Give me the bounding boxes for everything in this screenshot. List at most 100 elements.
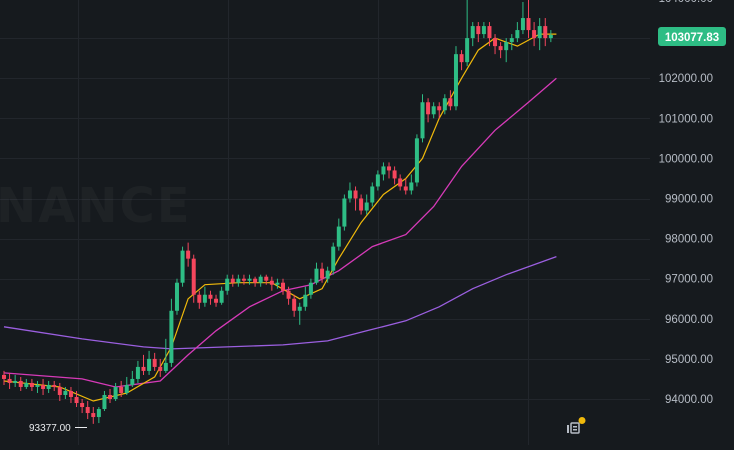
candle-body [448, 98, 453, 107]
candle [370, 182, 375, 207]
candle [325, 266, 330, 283]
candle [108, 388, 113, 404]
candle-body [141, 366, 146, 371]
candle-body [414, 138, 419, 183]
candle [147, 350, 152, 375]
candle-body [292, 298, 297, 311]
candle-body [169, 310, 174, 363]
candle-body [225, 278, 230, 291]
y-tick-label: 94000.00 [665, 394, 713, 406]
candle [96, 407, 101, 424]
candle [24, 378, 29, 389]
candle-body [208, 294, 213, 299]
candle-body [7, 378, 12, 383]
candle-body [453, 54, 458, 107]
candle-body [247, 278, 252, 281]
low-price-marker: 93377.00 [29, 423, 87, 434]
candle-body [364, 202, 369, 211]
candle [236, 274, 241, 287]
candle [68, 386, 73, 404]
candle [113, 382, 118, 402]
candle [253, 276, 258, 287]
candle [453, 46, 458, 111]
candle [119, 380, 124, 397]
candle [381, 162, 386, 181]
candle-body [108, 394, 113, 399]
candle-body [35, 384, 40, 387]
grid [0, 0, 650, 445]
candle-body [41, 384, 46, 389]
candle [353, 186, 358, 211]
candle [520, 2, 525, 35]
y-tick-label: 102000.00 [659, 73, 713, 85]
candle [442, 94, 447, 115]
candle-body [437, 106, 442, 111]
candle [437, 102, 442, 119]
candle [41, 378, 46, 395]
candle-body [431, 106, 436, 115]
ma-long-line [3, 255, 557, 350]
candle [241, 274, 246, 285]
candle-body [476, 26, 481, 35]
candle [169, 298, 174, 367]
candle [487, 22, 492, 47]
candle-body [147, 358, 152, 371]
candle-body [353, 190, 358, 199]
candle-body [515, 30, 520, 39]
candle [186, 242, 191, 267]
candle [46, 380, 51, 393]
candle [191, 254, 196, 303]
candle [230, 274, 235, 287]
candle-body [102, 394, 107, 410]
candle [208, 290, 213, 305]
candle-body [68, 390, 73, 397]
candle-body [526, 18, 531, 31]
candle [493, 34, 498, 55]
candle-body [359, 198, 364, 211]
y-tick-label: 96000.00 [665, 314, 713, 326]
candle [13, 374, 18, 387]
candle [515, 22, 520, 43]
candle-body [113, 386, 118, 399]
candle-body [347, 190, 352, 199]
candle-body [130, 378, 135, 385]
candle [135, 360, 140, 383]
candle-body [543, 26, 548, 39]
candle [214, 294, 219, 307]
candle-body [487, 26, 492, 39]
candle-body [426, 102, 431, 115]
candle-body [297, 306, 302, 311]
candle [336, 218, 341, 251]
y-tick-label: 95000.00 [665, 354, 713, 366]
candle [320, 262, 325, 283]
candle [7, 372, 12, 389]
candle [308, 278, 313, 299]
candle-body [180, 250, 185, 283]
candle-body [303, 294, 308, 307]
candle [102, 390, 107, 412]
ma-short-line [3, 33, 557, 402]
candle [387, 162, 392, 179]
candle [342, 194, 347, 231]
candle [359, 194, 364, 215]
y-tick-label: 97000.00 [665, 274, 713, 286]
candle-body [498, 46, 503, 51]
candle-body [493, 38, 498, 47]
candle [141, 354, 146, 375]
candle-body [537, 26, 542, 39]
candle [398, 174, 403, 191]
candle-body [135, 366, 140, 379]
chart-tool-icon[interactable] [564, 417, 586, 439]
candle-body [286, 290, 291, 299]
candle [420, 94, 425, 143]
candle-body [80, 403, 85, 408]
candle-body [308, 282, 313, 295]
candle-body [24, 382, 29, 387]
candle [509, 34, 514, 51]
y-tick-label: 100000.00 [659, 153, 713, 165]
candle [403, 178, 408, 195]
candle-body [520, 18, 525, 31]
candle-body [370, 186, 375, 203]
